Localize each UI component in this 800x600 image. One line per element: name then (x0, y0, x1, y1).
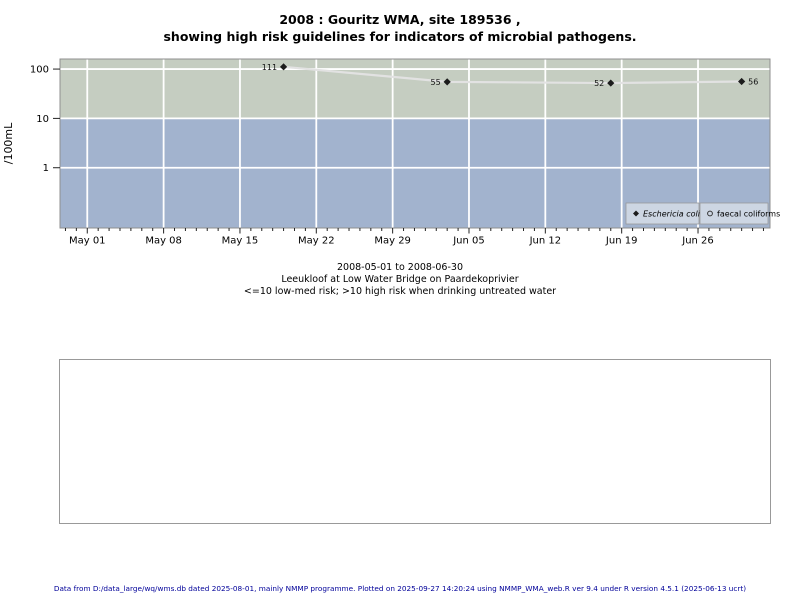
y-tick-label: 1 (43, 163, 49, 174)
legend-open-circle-icon (707, 210, 713, 217)
x-tick-label: May 15 (222, 236, 259, 247)
chart-captions: 2008-05-01 to 2008-06-30 Leeukloof at Lo… (0, 262, 800, 298)
x-tick-label: May 29 (374, 236, 411, 247)
series-line (283, 65, 742, 85)
data-point-label: 55 (430, 78, 440, 87)
risk-chart-canvas: May 01 May 08 May 15 May 22 May 29 Jun 05 Jun … (2, 58, 780, 247)
y-tick-label: 100 (30, 65, 49, 76)
legend-box (699, 202, 769, 225)
x-tick-label: Jun 05 (452, 236, 485, 247)
caption-period: 2008-05-01 to 2008-06-30 (337, 262, 463, 273)
y-axis-label: /100mL (2, 122, 15, 164)
data-point-diamond (607, 79, 615, 87)
legend-label: Eschericia coli (643, 210, 701, 219)
x-tick-label: Jun 26 (681, 236, 714, 247)
data-point-diamond (738, 77, 746, 86)
legend-box (625, 202, 700, 225)
x-tick-label: May 01 (69, 236, 106, 247)
chart-title: 2008 : Gouritz WMA, site 189536 , showin… (0, 11, 800, 45)
caption-site: Leeukloof at Low Water Bridge on Paardek… (281, 274, 519, 285)
empty-panel (59, 359, 771, 524)
data-point-label: 56 (748, 77, 758, 86)
x-tick-label: May 08 (145, 236, 182, 247)
data-point-label: 111 (262, 63, 277, 72)
band-high-risk (60, 59, 770, 119)
x-tick-label: Jun 12 (529, 236, 562, 247)
x-tick-label: Jun 19 (605, 236, 638, 247)
legend-filled-diamond-icon (633, 210, 639, 217)
data-point-diamond (443, 78, 451, 86)
legend-label: faecal coliforms (717, 210, 780, 219)
panel-border (59, 58, 771, 229)
caption-risk: <=10 low-med risk; >10 high risk when dr… (243, 286, 557, 297)
chart-title-line1: 2008 : Gouritz WMA, site 189536 , (279, 12, 521, 27)
y-tick-label: 10 (36, 114, 49, 125)
x-tick-label: May 22 (298, 236, 335, 247)
data-point-label: 52 (594, 79, 604, 88)
footer-note: Data from D:/data_large/wq/wms.db dated … (53, 584, 747, 593)
data-point-diamond (279, 63, 288, 71)
chart-title-line2: showing high risk guidelines for indicat… (163, 29, 637, 44)
